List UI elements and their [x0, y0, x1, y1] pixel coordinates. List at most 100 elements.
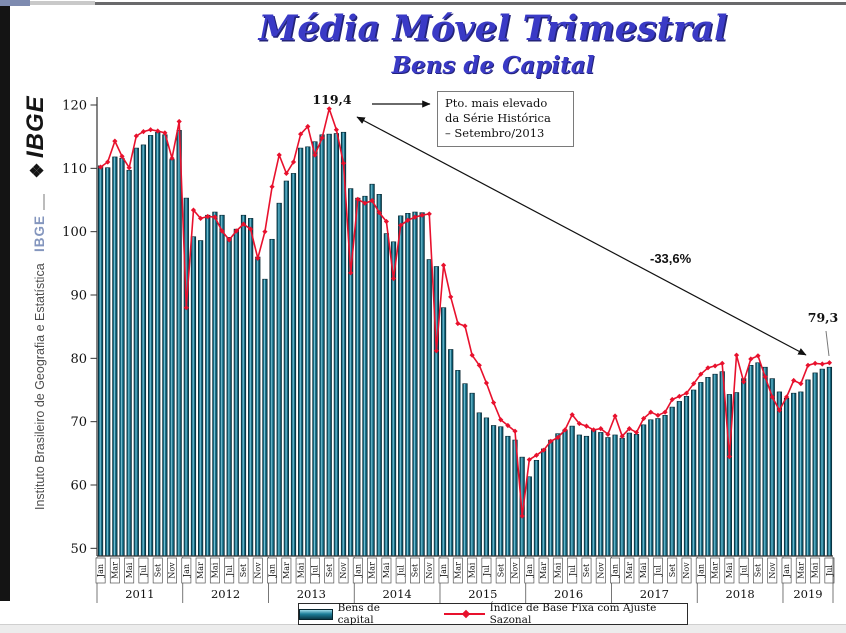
data-point-marker [326, 106, 332, 112]
bar [683, 396, 690, 557]
bar [741, 378, 747, 557]
data-point-marker [798, 381, 804, 387]
bar [140, 144, 147, 557]
month-tick-label: Mai [639, 562, 648, 578]
data-point-marker [462, 323, 468, 329]
data-point-marker [498, 417, 504, 423]
bar [133, 147, 139, 557]
bar [798, 391, 804, 557]
month-tick-label: Nov [682, 562, 691, 579]
sidebar-black-band [0, 6, 10, 601]
month-tick-label: Jan [782, 564, 791, 578]
bar [219, 214, 225, 557]
data-point-marker [298, 131, 304, 137]
year-label: 2011 [125, 587, 154, 601]
month-tick-label: Mar [368, 562, 377, 579]
bar [555, 433, 561, 557]
bar [712, 373, 718, 557]
month-tick-label: Mai [811, 562, 820, 578]
month-tick-box [638, 557, 649, 584]
year-label: 2013 [297, 587, 326, 601]
peak-note-line: da Série Histórica [445, 110, 551, 125]
bar [548, 439, 554, 557]
bar [641, 424, 647, 557]
bar [562, 429, 568, 557]
month-tick-box [667, 557, 678, 584]
month-tick-box [495, 557, 506, 584]
y-tick-labels: 120 110 100 90 80 70 60 50 [62, 99, 97, 557]
legend-item-line: Índice de Base Fixa com Ajuste Sazonal [443, 602, 687, 626]
month-tick-label: Set [325, 563, 334, 577]
month-tick-box [238, 557, 249, 584]
data-point-marker [819, 361, 825, 367]
legend-bar-label: Bens de capital [337, 602, 380, 626]
data-point-marker [290, 159, 297, 165]
bar [469, 392, 475, 557]
data-point-marker [612, 413, 618, 419]
page-subtitle: Bens de Capital [391, 52, 595, 79]
month-tick-box [795, 557, 806, 584]
peak-note-line: Pto. mais elevado [445, 96, 548, 110]
bar [162, 134, 168, 557]
decline-percent-label: -33,6% [650, 251, 692, 266]
bar [576, 434, 582, 557]
data-point-marker [269, 184, 275, 190]
bar [605, 437, 611, 557]
data-point-marker [483, 380, 490, 386]
bar [533, 459, 540, 557]
month-tick-box [281, 557, 292, 584]
bar [819, 368, 825, 557]
data-point-marker [233, 228, 239, 234]
data-point-marker [662, 409, 668, 415]
data-point-marker [512, 428, 518, 434]
year-label: 2019 [793, 587, 822, 601]
bar [319, 134, 325, 557]
bar [255, 256, 261, 557]
window-top-accent [0, 0, 30, 6]
bar [462, 383, 468, 557]
data-point-marker [240, 221, 247, 227]
data-point-marker [719, 360, 725, 366]
bar [390, 241, 397, 557]
data-point-marker [555, 434, 561, 441]
bar [583, 435, 590, 557]
bar [762, 366, 768, 557]
month-tick-box [124, 557, 135, 584]
month-tick-box [595, 557, 606, 584]
bar [198, 240, 204, 557]
month-tick-box [452, 557, 463, 584]
month-tick-box [138, 557, 149, 584]
bar [633, 434, 640, 557]
month-tick-label: Jan [696, 564, 705, 578]
bar [805, 379, 811, 557]
data-point-marker [691, 381, 697, 387]
data-point-marker [576, 420, 582, 427]
bar [612, 434, 618, 557]
data-point-marker [812, 360, 818, 366]
month-tick-label: Jul [739, 565, 748, 577]
bar [783, 397, 790, 557]
bar [383, 233, 390, 557]
year-label: 2012 [211, 587, 240, 601]
month-tick-label: Mar [539, 562, 548, 579]
month-tick-box [195, 557, 206, 584]
data-point-marker [140, 128, 147, 135]
y-tick-label: 70 [70, 415, 87, 430]
month-tick-label: Mai [211, 562, 220, 578]
month-tick-box [538, 557, 549, 584]
data-point-marker [548, 438, 554, 444]
bar [369, 183, 375, 557]
bar [290, 173, 297, 557]
data-point-marker [205, 213, 211, 220]
month-tick-label: Mar [454, 562, 463, 579]
legend-item-bars: Bens de capital [299, 602, 414, 626]
month-tick-box [510, 557, 520, 584]
bar-swatch-icon [299, 608, 333, 620]
data-point-marker [426, 211, 432, 217]
data-point-marker [669, 396, 675, 403]
bar [591, 429, 597, 557]
bar [398, 215, 404, 557]
month-tick-box [252, 557, 263, 584]
bar [276, 202, 282, 557]
